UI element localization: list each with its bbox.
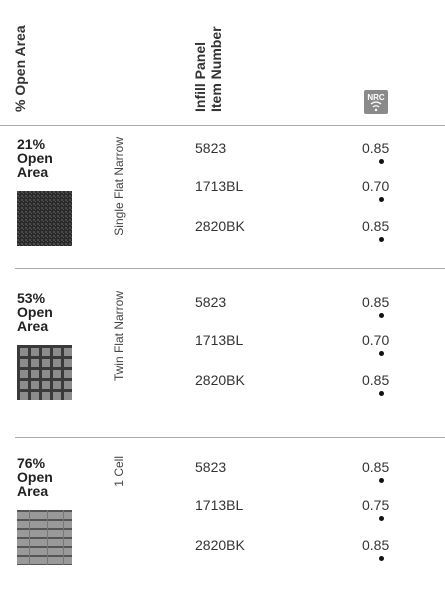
header-line: Item Number	[208, 26, 224, 112]
nrc-value: 0.85	[362, 294, 389, 310]
item-number: 1713BL	[195, 332, 243, 348]
open-area-label: 53%	[17, 291, 45, 305]
open-area-label: Area	[17, 484, 48, 498]
nrc-value: 0.70	[362, 332, 389, 348]
material-swatch	[17, 345, 72, 400]
open-area-header: % Open Area	[12, 25, 28, 112]
nrc-dot	[379, 313, 384, 318]
header-rule	[0, 125, 445, 126]
nrc-value: 0.85	[362, 218, 389, 234]
group-rule	[15, 268, 445, 269]
group-rule	[15, 437, 445, 438]
nrc-icon: NRC	[364, 90, 388, 114]
nrc-dot	[379, 391, 384, 396]
nrc-value: 0.85	[362, 459, 389, 475]
item-number: 2820BK	[195, 372, 245, 388]
panel-type: Twin Flat Narrow	[112, 291, 126, 431]
item-number: 1713BL	[195, 497, 243, 513]
panel-type: Single Flat Narrow	[112, 137, 126, 277]
open-area-label: Open	[17, 305, 53, 319]
panel-type: 1 Cell	[112, 456, 126, 589]
item-number-header: Infill Panel Item Number	[192, 26, 224, 112]
item-number: 5823	[195, 294, 226, 310]
nrc-label: NRC	[367, 93, 385, 102]
item-number: 2820BK	[195, 537, 245, 553]
item-number: 2820BK	[195, 218, 245, 234]
material-swatch	[17, 510, 72, 565]
nrc-dot	[379, 478, 384, 483]
nrc-value: 0.70	[362, 178, 389, 194]
nrc-dot	[379, 197, 384, 202]
item-number: 1713BL	[195, 178, 243, 194]
open-area-label: Open	[17, 151, 53, 165]
nrc-value: 0.85	[362, 537, 389, 553]
material-swatch	[17, 191, 72, 246]
page: % Open Area Infill Panel Item Number NRC…	[0, 0, 445, 589]
nrc-value: 0.85	[362, 140, 389, 156]
nrc-dot	[379, 351, 384, 356]
nrc-value: 0.75	[362, 497, 389, 513]
open-area-label: Area	[17, 319, 48, 333]
nrc-value: 0.85	[362, 372, 389, 388]
open-area-label: Area	[17, 165, 48, 179]
item-number: 5823	[195, 459, 226, 475]
nrc-dot	[379, 556, 384, 561]
nrc-dot	[379, 159, 384, 164]
item-number: 5823	[195, 140, 226, 156]
nrc-dot	[379, 237, 384, 242]
header-line: Infill Panel	[192, 26, 208, 112]
open-area-label: 76%	[17, 456, 45, 470]
open-area-label: 21%	[17, 137, 45, 151]
nrc-dot	[379, 516, 384, 521]
open-area-label: Open	[17, 470, 53, 484]
